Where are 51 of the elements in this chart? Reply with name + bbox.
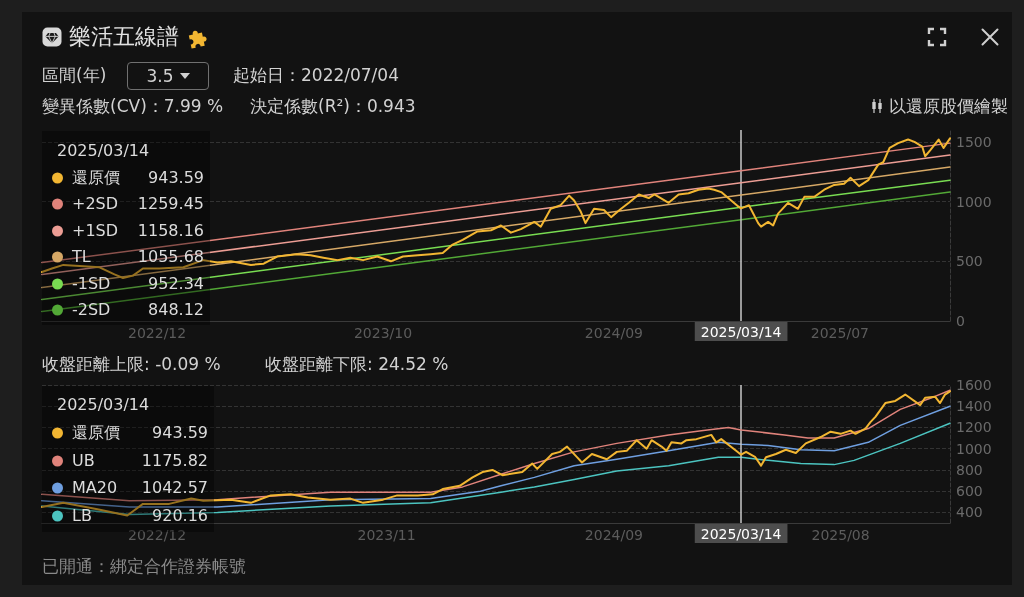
x-tick-label: 2023/10 — [353, 325, 413, 341]
x-tick-label: 2024/09 — [584, 527, 644, 543]
y-tick-label: 1600 — [956, 377, 992, 393]
text: 2025/03/14 — [57, 395, 150, 414]
annotation: 943.59 — [152, 423, 208, 442]
y-tick-label: 1400 — [956, 398, 992, 415]
x-tick-label: 2022/12 — [128, 325, 187, 341]
x-tick-label: 2025/07 — [810, 325, 869, 341]
legend-label: MA20 — [72, 478, 118, 497]
annotation: 952.34 — [148, 273, 204, 293]
text: 變異係數(CV)：7.99 % — [42, 96, 224, 116]
text: 已開通：綁定合作證券帳號 — [42, 556, 246, 576]
annotation: 1158.16 — [137, 220, 204, 240]
annotation: 848.12 — [148, 300, 204, 319]
y-tick-label: 1000 — [956, 193, 992, 210]
legend-label: -1SD — [72, 273, 111, 293]
y-tick-label: 1000 — [956, 440, 992, 457]
annotation: 1042.57 — [141, 478, 208, 497]
ref-line-label: 2025/03/14 — [700, 526, 782, 542]
dropdown: 3.5 — [127, 62, 209, 90]
y-tick-label: 1500 — [956, 133, 992, 150]
text: 收盤距離下限: 24.52 % — [265, 354, 449, 374]
y-tick-label: 1200 — [956, 419, 992, 436]
x-tick-label: 2025/08 — [811, 527, 870, 543]
annotation: 1175.82 — [141, 450, 208, 470]
legend-label: UB — [72, 450, 95, 470]
legend-label: -2SD — [72, 300, 111, 319]
y-tick-label: 800 — [956, 461, 983, 478]
y-tick-label: 400 — [956, 504, 983, 521]
text: 收盤距離上限: -0.09 % — [42, 354, 221, 374]
x-tick-label: 2023/11 — [357, 527, 416, 543]
legend-label: LB — [72, 505, 92, 525]
annotation: 943.59 — [148, 168, 204, 187]
legend-label: +1SD — [72, 220, 119, 240]
text: 區間(年) — [42, 65, 107, 85]
annotation: 1259.45 — [137, 194, 204, 214]
annotation: 920.16 — [152, 505, 208, 525]
ref-line-label: 2025/03/14 — [700, 324, 782, 340]
text: 以還原股價繪製 — [889, 96, 1008, 116]
text: 起始日：2022/07/04 — [233, 65, 399, 85]
x-tick-label: 2024/09 — [584, 325, 644, 341]
text: 決定係數(R²)：0.943 — [250, 96, 416, 116]
y-tick-label: 0 — [956, 313, 965, 329]
chart-title: 樂活五線譜 — [69, 24, 179, 49]
x-tick-label: 2022/12 — [128, 527, 187, 543]
y-tick-label: 500 — [956, 253, 983, 270]
legend-label: 還原價 — [72, 423, 120, 442]
legend-label: 還原價 — [72, 168, 120, 187]
text: 2025/03/14 — [57, 141, 150, 160]
legend-label: +2SD — [72, 194, 119, 214]
y-tick-label: 600 — [956, 483, 983, 500]
